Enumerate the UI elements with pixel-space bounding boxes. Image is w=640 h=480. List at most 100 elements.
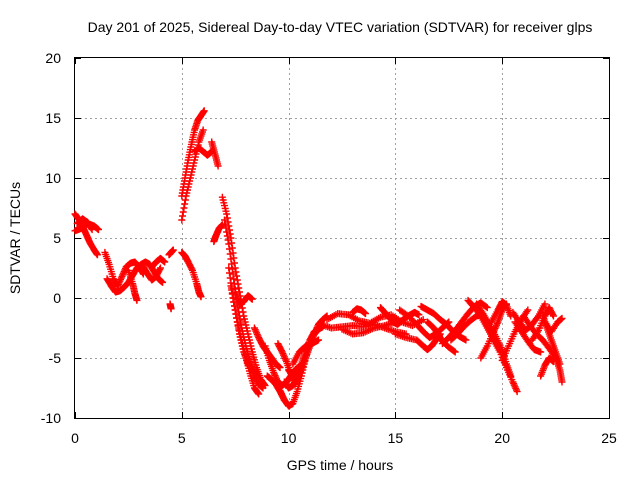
y-tick-label: -10 (41, 410, 61, 426)
data-point (513, 388, 521, 396)
data-point (222, 224, 230, 232)
data-point (533, 328, 541, 336)
data-point (231, 306, 239, 314)
data-point (270, 368, 278, 376)
x-tick-label: 10 (281, 430, 297, 446)
y-tick-label: 15 (45, 110, 61, 126)
data-point (227, 255, 235, 263)
data-point (523, 308, 531, 316)
x-tick-labels: 0 5 10 15 20 25 (71, 430, 617, 446)
data-point (252, 327, 260, 335)
data-point (271, 372, 279, 380)
data-point (115, 279, 123, 287)
data-point (133, 296, 141, 304)
data-point (225, 240, 233, 248)
data-point (277, 388, 285, 396)
data-point (181, 196, 189, 204)
data-point (509, 378, 517, 386)
data-point (229, 270, 237, 278)
data-point (223, 232, 231, 240)
data-point (259, 384, 267, 392)
data-point (227, 282, 235, 290)
data-point (270, 370, 278, 378)
data-point (415, 311, 423, 319)
data-point (230, 280, 238, 288)
data-point (493, 320, 501, 328)
y-tick-label: 5 (53, 230, 61, 246)
data-point (490, 328, 498, 336)
y-tick-labels: -10 -5 0 5 10 15 20 (41, 50, 61, 426)
data-point (252, 371, 260, 379)
data-point (230, 302, 238, 310)
data-point (254, 389, 262, 397)
data-point (235, 284, 243, 292)
data-point (93, 251, 101, 259)
data-point (250, 324, 258, 332)
data-point (179, 212, 187, 220)
data-point (419, 316, 427, 324)
data-point (272, 373, 280, 381)
data-point (181, 200, 189, 208)
data-point (549, 311, 557, 319)
x-tick-label: 15 (388, 430, 404, 446)
data-point (253, 329, 261, 337)
data-point (221, 220, 229, 228)
data-point (118, 272, 126, 280)
data-point (117, 276, 125, 284)
y-axis-label: SDTVAR / TECUs (7, 182, 23, 294)
data-point (233, 276, 241, 284)
data-point (233, 318, 241, 326)
data-point (510, 380, 518, 388)
data-point (223, 210, 231, 218)
data-point (279, 350, 287, 358)
data-point (483, 304, 491, 312)
data-point (511, 383, 519, 391)
data-point (117, 274, 125, 282)
data-point (276, 364, 284, 372)
data-point (228, 286, 236, 294)
y-tick-label: -5 (49, 350, 62, 366)
data-point (537, 348, 545, 356)
y-tick-label: 10 (45, 170, 61, 186)
data-point (510, 381, 518, 389)
data-point (116, 277, 124, 285)
plot-frame (74, 57, 610, 419)
data-point (297, 361, 305, 369)
data-point (524, 306, 532, 314)
data-point (361, 310, 369, 318)
data-point (482, 303, 490, 311)
data-point (120, 268, 128, 276)
data-point (276, 386, 284, 394)
data-point (167, 305, 175, 313)
data-point (451, 348, 459, 356)
data-point (199, 126, 207, 134)
data-point (119, 271, 127, 279)
data-point (169, 246, 177, 254)
data-point (226, 269, 234, 277)
data-point (251, 326, 259, 334)
data-point (232, 310, 240, 318)
data-point (235, 326, 243, 334)
data-point (178, 216, 186, 224)
x-tick-label: 5 (178, 430, 186, 446)
y-tick-label: 20 (45, 50, 61, 66)
data-point (278, 348, 286, 356)
data-point (200, 107, 208, 115)
data-point (161, 258, 169, 266)
data-point (230, 275, 238, 283)
data-point (558, 314, 566, 322)
tick-marks (75, 58, 610, 419)
y-tick-label: 0 (53, 290, 61, 306)
x-tick-label: 0 (71, 430, 79, 446)
data-point (253, 330, 261, 338)
data-point (512, 386, 520, 394)
data-point (114, 280, 122, 288)
data-point (223, 228, 231, 236)
data-point (541, 300, 549, 308)
data-point (278, 391, 286, 399)
data-point (248, 295, 256, 303)
data-point (293, 376, 301, 384)
data-point (549, 312, 557, 320)
data-point (253, 372, 261, 380)
data-point (512, 384, 520, 392)
